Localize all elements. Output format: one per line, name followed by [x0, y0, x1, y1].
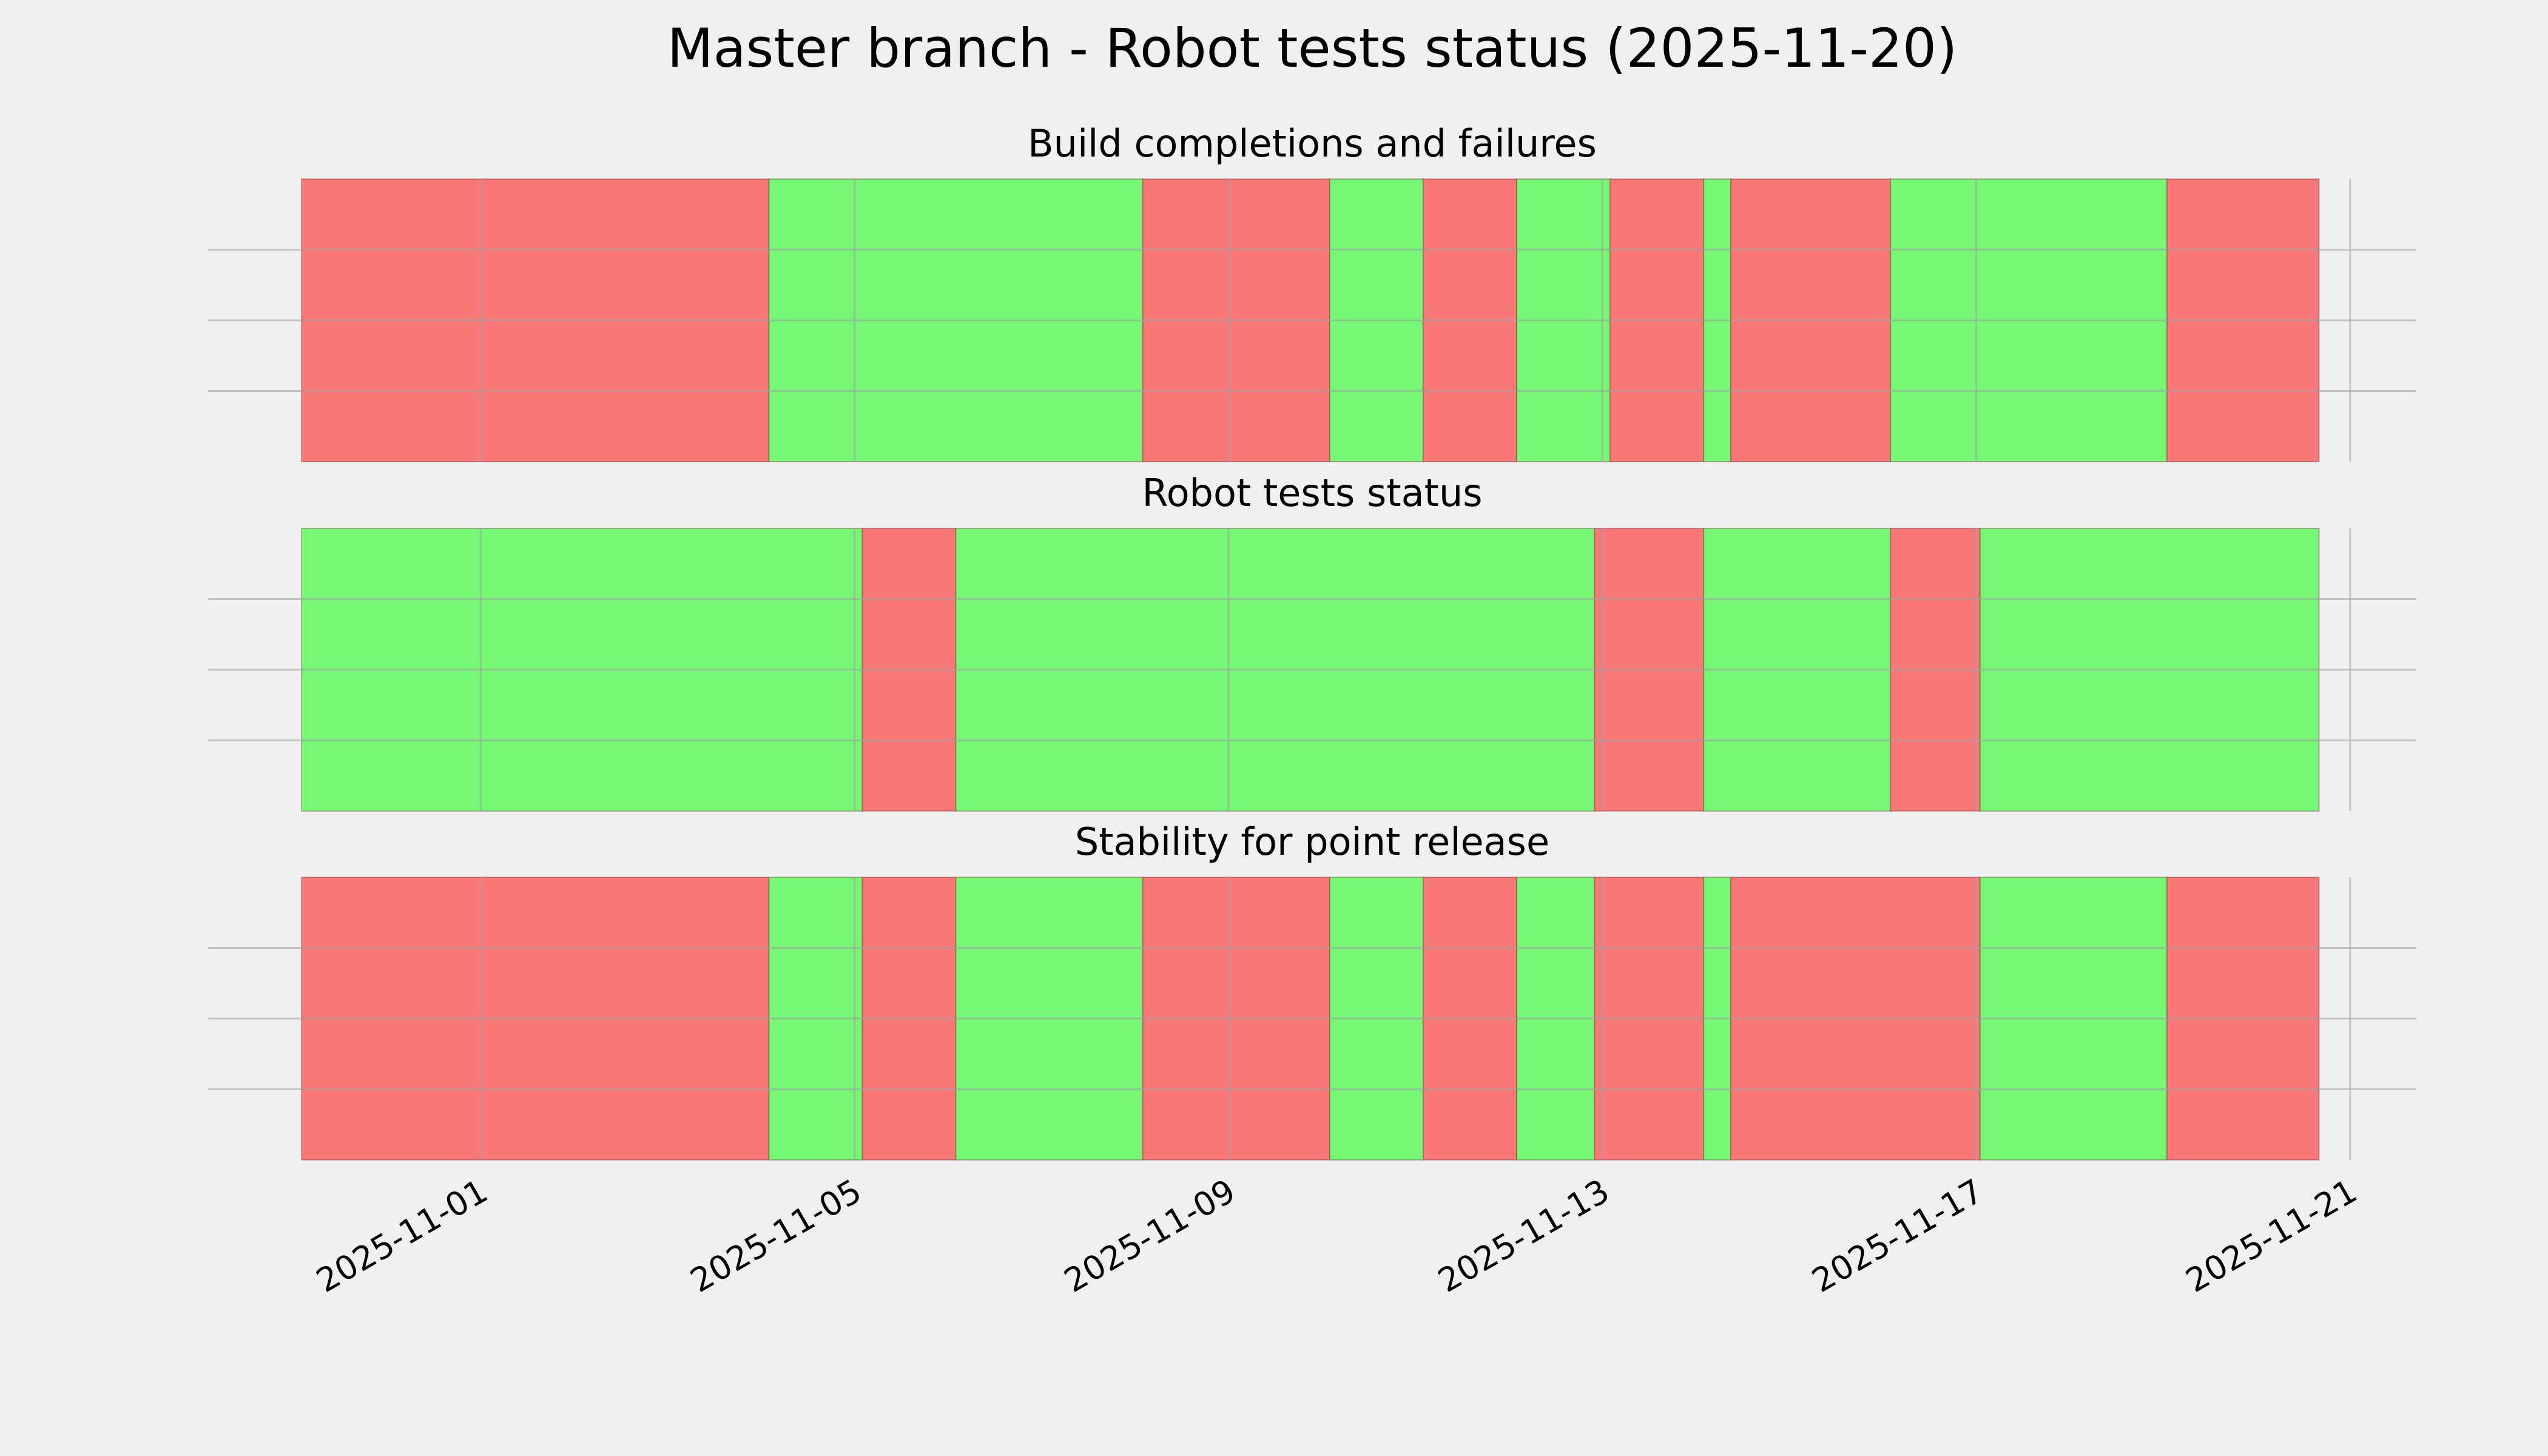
chart-title: Stability for point release	[1075, 820, 1549, 864]
figure-title: Master branch - Robot tests status (2025…	[667, 17, 1958, 79]
chart-title: Build completions and failures	[1028, 121, 1597, 166]
chart-title: Robot tests status	[1142, 471, 1482, 515]
